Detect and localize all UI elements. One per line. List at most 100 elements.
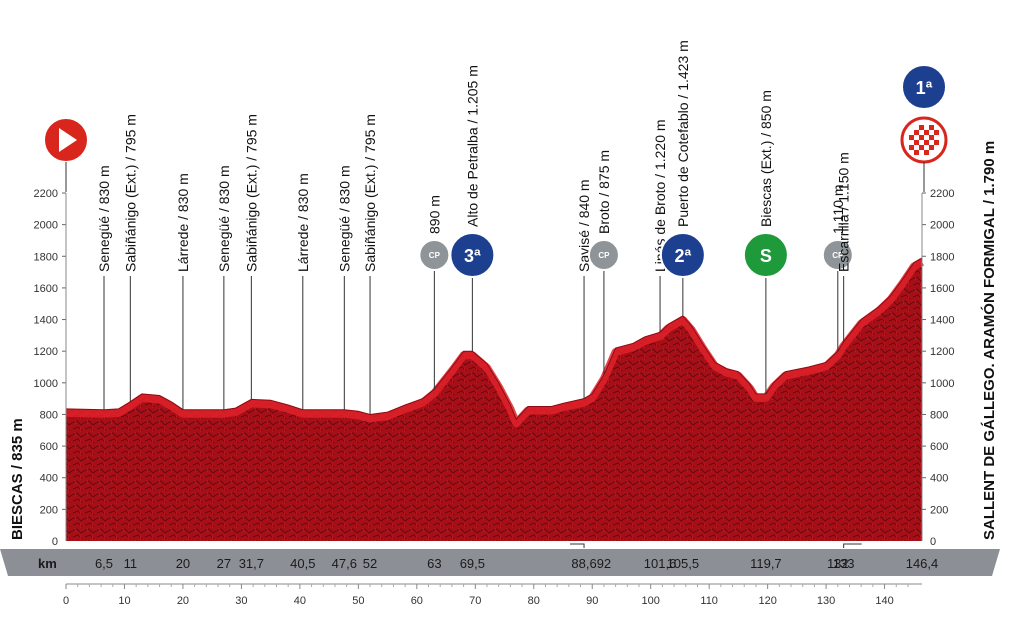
km-marker-label: 133: [833, 556, 855, 571]
y-tick-label-right: 200: [930, 504, 948, 516]
y-tick-label-left: 600: [40, 441, 58, 453]
waypoint-12: Linás de Broto / 1.220 m: [652, 119, 668, 333]
waypoint-markers: Senegüé / 830 m Sabiñánigo (Ext.) / 795 m…: [43, 40, 948, 415]
km-marker-label: 47,6: [332, 556, 357, 571]
finish-check-square: [919, 125, 924, 130]
km-marker-label: 20: [176, 556, 190, 571]
elevation-ridge: [65, 258, 924, 428]
km-marker-label: 119,7: [750, 556, 782, 571]
x-tick-label: 0: [63, 595, 69, 607]
waypoint-label: Lárrede / 830 m: [295, 173, 311, 272]
finish-check-square: [924, 140, 929, 145]
y-tick-label-right: 1400: [930, 315, 954, 327]
km-marker-label: 31,7: [239, 556, 264, 571]
start-triangle-icon: [59, 128, 77, 152]
y-tick-label-left: 0: [52, 536, 58, 548]
y-tick-label-right: 1200: [930, 346, 954, 358]
badge-label: 1ª: [916, 78, 933, 98]
waypoint-label: Senegüé / 830 m: [96, 165, 112, 272]
finish-check-square: [914, 150, 919, 155]
waypoint-5: Lárrede / 830 m: [295, 173, 311, 410]
cp-badge-icon: [587, 239, 620, 271]
km-bracket: [843, 543, 862, 548]
km-marker-label: 92: [597, 556, 611, 571]
badge-label: S: [760, 246, 772, 266]
x-tick-label: 40: [294, 595, 306, 607]
x-tick-label: 70: [469, 595, 481, 607]
waypoint-label: Broto / 875 m: [596, 150, 612, 234]
km-marker-label: 88,6: [571, 556, 596, 571]
elevation-profile: [65, 257, 924, 541]
kom-badge-icon: [449, 232, 496, 278]
y-tick-label-left: 200: [40, 504, 58, 516]
y-tick-label-right: 1000: [930, 378, 954, 390]
finish-check-square: [924, 130, 929, 135]
km-bar: [0, 549, 1000, 576]
kom-1st-badge-icon: [901, 64, 947, 110]
finish-check-square: [914, 130, 919, 135]
waypoint-label: 1.110 m: [830, 184, 846, 234]
x-tick-label: 120: [758, 595, 776, 607]
y-tick-label-right: 1600: [930, 283, 954, 295]
km-marker-label: 11: [124, 556, 138, 571]
waypoint-label: Sabiñánigo (Ext.) / 795 m: [122, 114, 138, 272]
waypoint-label: Sabiñánigo (Ext.) / 795 m: [243, 114, 259, 272]
y-tick-label-left: 1600: [34, 283, 58, 295]
badge-label: 3ª: [464, 246, 481, 266]
waypoint-label: Sabiñánigo (Ext.) / 795 m: [362, 114, 378, 272]
waypoint-label: Senegüé / 830 m: [216, 165, 232, 272]
waypoint-label: 890 m: [426, 195, 442, 234]
km-marker-label: 101,6: [644, 556, 677, 571]
waypoint-label: Linás de Broto / 1.220 m: [652, 119, 668, 272]
cp-badge-icon: [418, 239, 451, 271]
sprint-badge-icon: [742, 232, 789, 278]
y-tick-label-right: 1800: [930, 251, 954, 263]
waypoint-16: Escarrilla / 1.150 m: [836, 152, 852, 342]
x-tick-label: 130: [817, 595, 835, 607]
y-tick-label-right: 2000: [930, 220, 954, 232]
waypoint-label: Alto de Petralba / 1.205 m: [464, 65, 480, 227]
x-tick-label: 80: [528, 595, 540, 607]
waypoint-9: 3ª Alto de Petralba / 1.205 m: [449, 65, 496, 352]
finish-check-square: [929, 125, 934, 130]
x-tick-label: 60: [411, 595, 423, 607]
y-tick-label-left: 2200: [34, 188, 58, 200]
y-tick-label-right: 0: [930, 536, 936, 548]
waypoint-label: Escarrilla / 1.150 m: [836, 152, 852, 272]
waypoint-6: Senegüé / 830 m: [336, 165, 352, 410]
y-tick-label-left: 800: [40, 409, 58, 421]
y-tick-label-right: 2200: [930, 188, 954, 200]
x-tick-label: 30: [235, 595, 247, 607]
y-tick-label-right: 800: [930, 409, 948, 421]
y-tick-label-left: 1000: [34, 378, 58, 390]
finish-check-square: [924, 150, 929, 155]
km-marker-label: 132: [827, 556, 849, 571]
finish-check-square: [934, 130, 939, 135]
badge-label: CP: [429, 251, 441, 260]
finish-check-square: [934, 140, 939, 145]
waypoint-label: Savisé / 840 m: [576, 179, 592, 272]
finish-check-square: [919, 145, 924, 150]
waypoint-label: Puerto de Cotefablo / 1.423 m: [675, 40, 691, 227]
finish-check-square: [919, 135, 924, 140]
km-marker-label: 6,5: [95, 556, 113, 571]
waypoint-label: Lárrede / 830 m: [175, 173, 191, 272]
y-tick-label-right: 400: [930, 473, 948, 485]
waypoint-2: Lárrede / 830 m: [175, 173, 191, 410]
waypoint-10: Savisé / 840 m: [576, 179, 592, 399]
km-marker-label: 52: [363, 556, 377, 571]
waypoint-1: Sabiñánigo (Ext.) / 795 m: [122, 114, 138, 402]
finish-marker: 1ª: [900, 64, 948, 192]
km-marker-label: 63: [427, 556, 441, 571]
waypoint-0: Senegüé / 830 m: [96, 165, 112, 410]
km-marker-label: 146,4: [906, 556, 939, 571]
start-town-label: BIESCAS / 835 m: [9, 418, 26, 540]
x-tick-label: 50: [352, 595, 364, 607]
x-tick-label: 90: [586, 595, 598, 607]
km-bar-label: km: [38, 556, 57, 571]
x-tick-label: 110: [700, 595, 718, 607]
waypoint-15: CP 1.110 m: [821, 184, 854, 352]
waypoint-label: Senegüé / 830 m: [336, 165, 352, 272]
km-marker-label: 40,5: [290, 556, 315, 571]
